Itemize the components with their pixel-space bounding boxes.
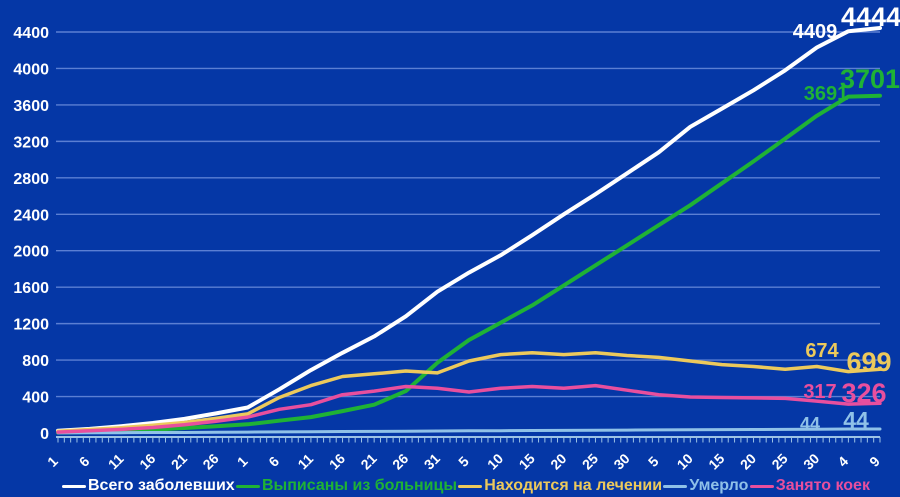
series-line-5 <box>56 383 882 434</box>
x-axis-label: 1 <box>44 453 61 470</box>
x-axis-label: 21 <box>357 450 379 472</box>
x-axis-label: 30 <box>610 450 632 472</box>
x-axis-label: 15 <box>705 450 727 472</box>
x-axis-label: 10 <box>484 450 506 472</box>
x-axis-label: 11 <box>105 450 127 472</box>
legend-item: Занято коек <box>749 477 870 495</box>
series-final-value-label: 326 <box>841 378 886 408</box>
x-axis-label: 20 <box>547 450 569 472</box>
x-axis-label: 25 <box>768 450 790 472</box>
y-axis-label: 2400 <box>13 207 49 224</box>
legend-label: Занято коек <box>775 477 870 494</box>
y-axis-label: 1600 <box>13 280 49 297</box>
y-axis-label: 4400 <box>13 25 49 42</box>
legend-item: Выписаны из больницы <box>236 477 457 495</box>
y-axis-label: 3600 <box>13 98 49 115</box>
legend-line-swatch-icon <box>663 484 688 488</box>
x-axis-label: 6 <box>76 453 93 470</box>
y-axis-label: 3200 <box>13 134 49 151</box>
series-prev-value-label: 44 <box>800 414 820 434</box>
x-axis-label: 5 <box>645 453 662 470</box>
legend-label: Находится на лечении <box>484 477 663 494</box>
x-axis-label: 16 <box>326 450 348 472</box>
x-axis-label: 26 <box>389 450 411 472</box>
series-prev-value-label: 3691 <box>804 83 849 105</box>
series-final-value-label: 3701 <box>840 64 900 94</box>
y-axis-label: 2000 <box>13 244 49 261</box>
series-prev-value-label: 674 <box>805 340 839 362</box>
x-axis-label: 11 <box>294 450 316 472</box>
x-axis-label: 10 <box>674 450 696 472</box>
legend-line-swatch-icon <box>62 484 86 488</box>
x-axis-label: 5 <box>455 453 472 470</box>
series-line-4 <box>56 427 882 435</box>
legend-item: Находится на лечении <box>458 477 662 495</box>
x-axis-label: 4 <box>834 453 851 470</box>
x-axis-label: 6 <box>265 453 282 470</box>
legend-label: Умерло <box>689 477 749 494</box>
series-line-1 <box>56 26 882 433</box>
series-line-2 <box>56 93 882 435</box>
x-axis-label: 15 <box>516 450 538 472</box>
x-axis-label: 16 <box>136 450 158 472</box>
series-line-3 <box>56 351 882 433</box>
series-prev-value-label: 4409 <box>793 21 838 43</box>
x-axis-label: 1 <box>234 453 251 470</box>
x-axis-label: 21 <box>168 450 190 472</box>
x-axis-label: 25 <box>579 450 601 472</box>
legend-label: Выписаны из больницы <box>262 477 457 494</box>
y-axis-label: 400 <box>22 390 49 407</box>
series-prev-value-label: 317 <box>803 381 836 403</box>
x-axis-label: 9 <box>866 453 883 470</box>
y-axis-label: 800 <box>22 353 49 370</box>
legend-line-swatch-icon <box>236 484 260 488</box>
chart-legend: Всего заболевших Выписаны из больницы Нахо… <box>0 477 900 495</box>
y-axis-label: 0 <box>40 426 49 443</box>
y-axis-label: 4000 <box>13 61 49 78</box>
legend-label: Всего заболевших <box>88 477 235 494</box>
y-axis-label: 2800 <box>13 171 49 188</box>
legend-item: Всего заболевших <box>62 477 235 495</box>
series-final-value-label: 4444 <box>841 2 900 32</box>
legend-line-swatch-icon <box>458 484 483 488</box>
x-axis-label: 30 <box>800 450 822 472</box>
legend-line-swatch-icon <box>749 484 774 488</box>
series-final-value-label: 699 <box>846 347 891 377</box>
series-final-value-label: 44 <box>843 407 869 433</box>
legend-item: Умерло <box>663 477 748 495</box>
x-axis-label: 20 <box>737 450 759 472</box>
x-axis-label: 26 <box>199 450 221 472</box>
x-axis-label: 31 <box>421 450 443 472</box>
y-axis-label: 1200 <box>13 317 49 334</box>
